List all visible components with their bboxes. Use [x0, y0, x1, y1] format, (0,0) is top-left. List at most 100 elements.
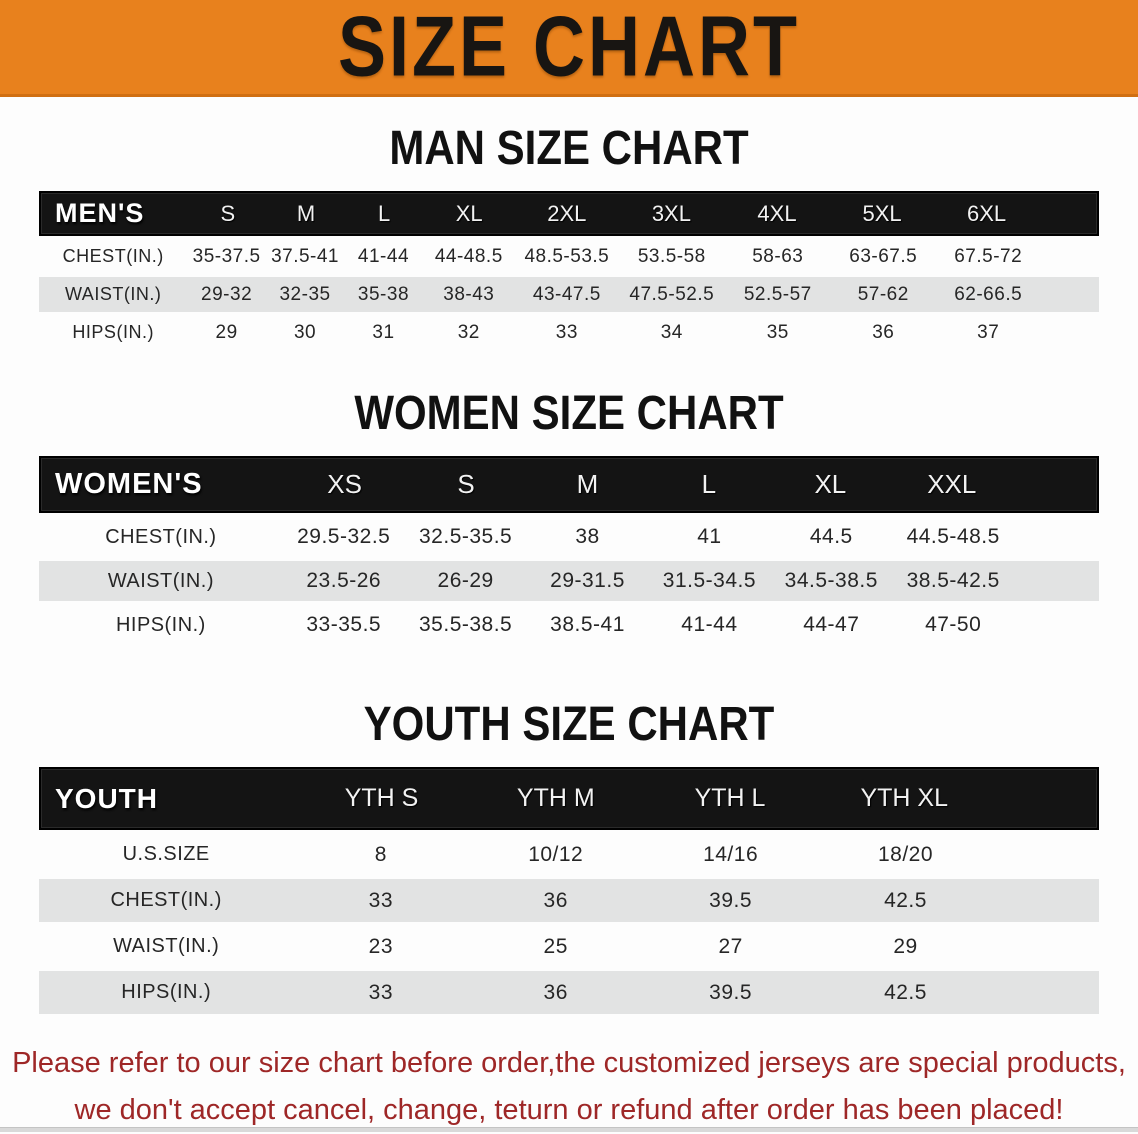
size-cell: 30: [293, 321, 317, 343]
size-cell: 26-29: [437, 569, 494, 592]
size-cell: 47.5-52.5: [629, 283, 715, 305]
size-column-header: YTH L: [694, 784, 766, 812]
size-column-header: 2XL: [547, 200, 587, 226]
size-cell: 35-37.5: [192, 245, 261, 267]
size-cell: 39.5: [709, 888, 753, 912]
measure-row-label: U.S.SIZE: [122, 843, 210, 865]
size-table: YOUTH YTH S YTH M YTH L YTH XL U.S.SIZE 8 10/…: [39, 767, 1099, 1014]
size-cell: 23.5-26: [306, 569, 382, 592]
table-corner-label: MEN'S: [55, 198, 145, 228]
bottom-divider: [0, 1127, 1138, 1132]
table-row: HIPS(IN.) 33 36 39.5 42.5: [39, 971, 1099, 1014]
measure-row-label: HIPS(IN.): [72, 322, 155, 342]
size-cell: 33: [368, 980, 394, 1004]
size-column-header: S: [457, 469, 475, 499]
disclaimer-line: Please refer to our size chart before or…: [12, 1047, 1126, 1079]
measure-row-label: CHEST(IN.): [110, 889, 222, 911]
size-chart-section: YOUTH SIZE CHART YOUTH YTH S YTH M YTH L YT…: [39, 696, 1099, 1014]
table-row: WAIST(IN.) 23.5-26 26-29 29-31.5 31.5-34.5 34…: [39, 561, 1099, 601]
table-header-row: YOUTH YTH S YTH M YTH L YTH XL: [39, 767, 1099, 830]
table-corner-label: WOMEN'S: [55, 468, 203, 500]
size-column-header: 5XL: [862, 200, 902, 226]
section-heading: YOUTH SIZE CHART: [363, 696, 775, 751]
table-row: WAIST(IN.) 23 25 27 29: [39, 925, 1099, 968]
size-cell: 8: [374, 842, 387, 866]
size-cell: 32.5-35.5: [419, 525, 513, 548]
size-cell: 10/12: [528, 842, 584, 866]
size-cell: 41-44: [357, 245, 410, 267]
table-row: WAIST(IN.) 29-32 32-35 35-38 38-43 43-47.5 47.…: [39, 277, 1099, 312]
table-corner-label: YOUTH: [55, 782, 158, 814]
charts-main: MAN SIZE CHART MEN'S S M L XL 2XL 3XL 4XL 5XL 6X…: [0, 120, 1138, 1014]
size-cell: 37.5-41: [271, 245, 340, 267]
size-column-header: M: [296, 200, 316, 226]
size-cell: 29: [893, 934, 918, 958]
size-column-header: XL: [455, 200, 483, 226]
size-chart-banner: SIZE CHART: [0, 0, 1138, 97]
size-cell: 53.5-58: [637, 245, 706, 267]
size-cell: 62-66.5: [954, 283, 1023, 305]
size-column-header: XS: [327, 469, 362, 499]
size-cell: 14/16: [703, 842, 759, 866]
size-column-header: M: [576, 469, 599, 499]
size-cell: 42.5: [884, 888, 927, 912]
table-body: CHEST(IN.) 35-37.5 37.5-41 41-44 44-48.5 48.5…: [39, 239, 1099, 350]
size-cell: 63-67.5: [849, 245, 918, 267]
size-cell: 32-35: [279, 283, 331, 305]
size-cell: 44.5-48.5: [906, 525, 1000, 548]
measure-row-label: WAIST(IN.): [64, 284, 162, 304]
size-cell: 33: [555, 321, 578, 343]
size-column-header: L: [378, 200, 391, 226]
size-column-header: YTH XL: [860, 784, 949, 812]
size-column-header: XL: [814, 469, 847, 499]
size-table: MEN'S S M L XL 2XL 3XL 4XL 5XL 6XL CHEST(IN.) 35-…: [39, 191, 1099, 350]
size-cell: 48.5-53.5: [524, 245, 610, 267]
size-cell: 38.5-41: [550, 613, 625, 636]
size-cell: 29-32: [201, 283, 253, 305]
measure-row-label: CHEST(IN.): [62, 246, 164, 266]
size-cell: 29.5-32.5: [297, 525, 391, 548]
size-cell: 31: [372, 321, 395, 343]
section-heading: MAN SIZE CHART: [389, 120, 749, 175]
size-chart-section: WOMEN SIZE CHART WOMEN'S XS S M L XL XXL CHES…: [39, 385, 1099, 645]
size-cell: 67.5-72: [954, 245, 1023, 267]
size-cell: 41-44: [681, 613, 738, 636]
size-cell: 58-63: [752, 245, 804, 267]
size-cell: 35-38: [357, 283, 410, 305]
size-cell: 38: [575, 525, 600, 548]
size-cell: 37: [977, 321, 1000, 343]
size-column-header: S: [220, 200, 236, 226]
size-cell: 32: [457, 321, 480, 343]
size-cell: 38-43: [443, 283, 495, 305]
table-row: CHEST(IN.) 33 36 39.5 42.5: [39, 879, 1099, 922]
table-row: U.S.SIZE 8 10/12 14/16 18/20: [39, 833, 1099, 876]
measure-row-label: HIPS(IN.): [121, 981, 212, 1003]
size-cell: 18/20: [877, 842, 934, 866]
size-cell: 44-47: [803, 613, 860, 636]
size-cell: 39.5: [709, 980, 753, 1004]
size-table: WOMEN'S XS S M L XL XXL CHEST(IN.) 29.5-32.5 32…: [39, 456, 1099, 645]
size-chart-section: MAN SIZE CHART MEN'S S M L XL 2XL 3XL 4XL 5XL 6X…: [39, 120, 1099, 350]
disclaimer-line: we don't accept cancel, change, teturn o…: [74, 1094, 1064, 1126]
size-cell: 47-50: [925, 613, 982, 636]
size-cell: 23: [368, 934, 394, 958]
size-cell: 31.5-34.5: [662, 569, 757, 592]
measure-row-label: HIPS(IN.): [116, 613, 206, 636]
disclaimer: Please refer to our size chart before or…: [0, 1040, 1138, 1134]
size-cell: 33-35.5: [306, 613, 382, 636]
size-cell: 38.5-42.5: [906, 569, 1000, 592]
table-body: CHEST(IN.) 29.5-32.5 32.5-35.5 38 41 44.5 44.5…: [39, 517, 1099, 645]
size-column-header: 6XL: [967, 200, 1007, 226]
size-column-header: XXL: [927, 469, 977, 499]
section-heading: WOMEN SIZE CHART: [354, 385, 784, 440]
size-cell: 36: [543, 980, 568, 1004]
table-row: HIPS(IN.) 29 30 31 32 33 34 35 36 37: [39, 315, 1099, 350]
size-cell: 42.5: [884, 980, 927, 1004]
size-cell: 35: [766, 321, 789, 343]
table-header-row: WOMEN'S XS S M L XL XXL: [39, 456, 1099, 513]
table-row: HIPS(IN.) 33-35.5 35.5-38.5 38.5-41 41-44 44-…: [39, 605, 1099, 645]
size-cell: 25: [543, 934, 568, 958]
size-cell: 57-62: [857, 283, 909, 305]
size-column-header: YTH S: [344, 784, 419, 812]
size-column-header: L: [701, 469, 717, 499]
